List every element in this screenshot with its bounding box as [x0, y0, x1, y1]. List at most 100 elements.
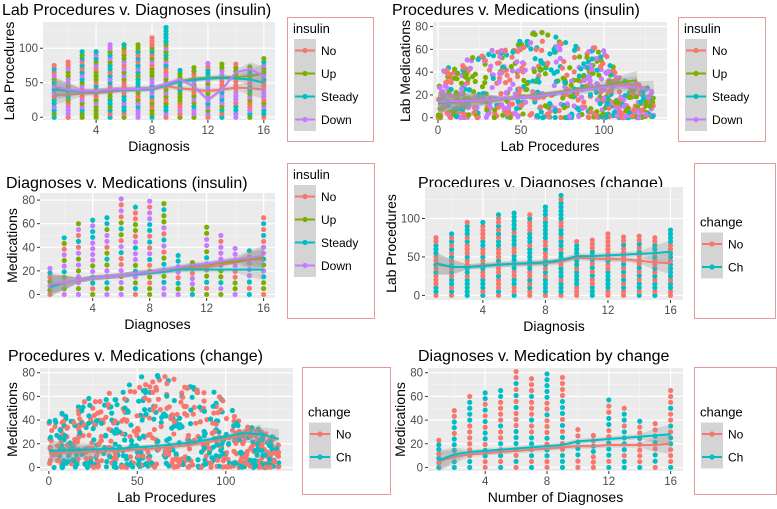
scatter-point [433, 238, 439, 245]
scatter-point [536, 79, 542, 85]
scatter-point [568, 78, 575, 84]
scatter-point [132, 245, 139, 251]
scatter-point [218, 250, 224, 256]
scatter-point [605, 273, 611, 279]
chart-panel-6: Diagnoses v. Medication by change 4 8 12 16 0… [392, 348, 777, 505]
scatter-point [261, 244, 267, 250]
scatter-point [553, 34, 559, 40]
scatter-point [480, 231, 486, 237]
legend-label-up: Up [321, 213, 337, 227]
scatter-point [574, 285, 580, 291]
scatter-point [652, 238, 658, 245]
scatter-point [467, 65, 474, 71]
scatter-point [453, 113, 459, 120]
scatter-point [540, 115, 546, 121]
x-tick-label: 50 [515, 125, 528, 137]
scatter-point [650, 113, 656, 119]
scatter-point [559, 392, 566, 399]
scatter-point [594, 67, 600, 73]
scatter-point [482, 57, 489, 64]
scatter-point [606, 415, 612, 421]
x-tick-label: 4 [93, 125, 100, 137]
scatter-point [163, 460, 169, 466]
scatter-point [482, 430, 488, 436]
scatter-point [530, 78, 536, 84]
scatter-point [267, 464, 273, 470]
scatter-point [267, 456, 273, 462]
scatter-point [528, 411, 535, 417]
scatter-point [668, 435, 674, 441]
scatter-point [51, 62, 57, 69]
scatter-point [151, 426, 157, 433]
scatter-point [90, 426, 96, 432]
scatter-point [511, 281, 517, 287]
scatter-point [558, 219, 564, 225]
scatter-point [584, 54, 590, 61]
scatter-point [90, 268, 96, 275]
scatter-point [562, 84, 568, 90]
scatter-point [519, 102, 525, 108]
scatter-point [527, 269, 533, 275]
scatter-point [482, 79, 488, 86]
scatter-point [275, 453, 281, 460]
scatter-point [539, 38, 545, 44]
scatter-point [79, 49, 85, 55]
scatter-point [605, 238, 611, 245]
scatter-point [544, 418, 550, 424]
scatter-point [158, 419, 164, 426]
scatter-point [558, 114, 564, 121]
scatter-point [606, 409, 612, 415]
legend-label-down: Down [712, 113, 743, 127]
scatter-point [495, 238, 502, 245]
scatter-point [542, 212, 549, 218]
scatter-point [482, 418, 488, 425]
scatter-point [98, 420, 105, 426]
scatter-point [621, 405, 627, 411]
scatter-point [511, 257, 517, 263]
scatter-point [458, 80, 465, 86]
scatter-point [513, 368, 519, 375]
legend-label-no: No [336, 428, 352, 442]
scatter-point [232, 291, 238, 298]
scatter-point [134, 413, 140, 419]
scatter-point [637, 418, 643, 424]
scatter-point [132, 222, 139, 228]
scatter-point [464, 258, 470, 264]
scatter-point [81, 399, 88, 405]
scatter-point [175, 280, 181, 286]
scatter-point [544, 453, 550, 459]
y-tick-label: 60 [22, 219, 35, 231]
scatter-point [122, 405, 128, 411]
scatter-point [579, 105, 585, 112]
scatter-point [575, 458, 581, 464]
scatter-point [60, 418, 67, 424]
legend-key-point [693, 70, 699, 77]
scatter-point [482, 390, 488, 396]
scatter-point [433, 273, 439, 279]
y-axis-label: Lab Procedures [383, 194, 399, 293]
scatter-point [98, 458, 105, 464]
scatter-point [519, 65, 525, 71]
scatter-point [472, 78, 478, 85]
scatter-point [161, 273, 167, 279]
scatter-point [527, 281, 533, 287]
scatter-point [513, 410, 519, 417]
scatter-point [189, 286, 195, 292]
scatter-point [515, 73, 521, 80]
legend-key-point [709, 454, 715, 460]
scatter-point [448, 115, 454, 121]
scatter-point [505, 110, 512, 116]
scatter-point [637, 424, 643, 430]
scatter-point [603, 70, 609, 76]
scatter-point [91, 412, 97, 419]
legend-label-no: No [321, 190, 337, 204]
scatter-point [568, 93, 574, 99]
scatter-point [668, 464, 674, 471]
scatter-point [476, 91, 482, 97]
scatter-point [542, 265, 549, 272]
scatter-point [147, 227, 153, 233]
scatter-point [204, 230, 210, 236]
scatter-point [621, 458, 627, 465]
scatter-point [633, 94, 639, 100]
scatter-point [471, 89, 477, 95]
